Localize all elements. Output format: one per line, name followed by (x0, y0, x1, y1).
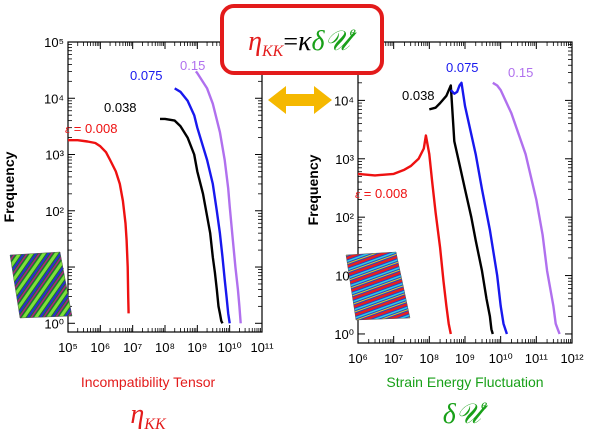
left-series-label-0.008: ε = 0.008 (65, 121, 118, 136)
right-x-tick-labels: 10⁶ 10⁷ 10⁸ 10⁹ 10¹⁰ 10¹¹ 10¹² (348, 351, 584, 366)
x-tick-label: 10⁷ (123, 340, 142, 355)
x-tick-label: 10⁶ (348, 351, 368, 366)
x-tick-label: 10⁸ (155, 340, 175, 355)
x-tick-label: 10¹² (560, 351, 584, 366)
double-headed-arrow-icon (268, 86, 332, 114)
right-y-axis-label: Frequency (305, 154, 321, 225)
series-line-0.008 (68, 138, 130, 314)
right-y-tick-labels: 10⁰10¹10²10³10⁴10⁵ (334, 35, 355, 342)
x-tick-label: 10⁹ (455, 351, 475, 366)
y-tick-label: 10² (335, 210, 354, 225)
x-tick-label: 10⁷ (384, 351, 403, 366)
right-series-label-0.008: ε = 0.008 (355, 186, 408, 201)
left-series-label-0.15: 0.15 (180, 58, 205, 73)
series-line-0.15 (492, 81, 561, 335)
left-plot-frame (67, 41, 263, 333)
x-tick-label: 10⁵ (58, 340, 78, 355)
left-panel: 10⁰10¹10²10³10⁴10⁵ 10⁵10⁶10⁷10⁸10⁹10¹⁰10… (1, 35, 274, 433)
y-tick-label: 10⁰ (44, 316, 64, 331)
left-x-axis-label: Incompatibility Tensor (81, 374, 216, 390)
series-line-0.075 (449, 81, 509, 335)
left-series-label-0.075: 0.075 (130, 68, 163, 83)
left-series-label-0.038: 0.038 (104, 100, 137, 115)
x-tick-label: 10⁹ (187, 340, 207, 355)
y-tick-label: 10³ (45, 148, 64, 163)
left-symbol-eta-kk: ηKK (130, 399, 167, 433)
right-inset-microstructure (345, 251, 411, 321)
equation-text: ηKK=κδ𝒰e (248, 25, 357, 60)
x-tick-label: 10¹⁰ (218, 340, 242, 355)
y-tick-label: 10⁰ (334, 327, 354, 342)
x-tick-label: 10¹⁰ (489, 351, 513, 366)
equation-box: ηKK=κδ𝒰e (220, 4, 384, 75)
x-tick-label: 10¹¹ (250, 340, 274, 355)
series-line-0.15 (194, 70, 242, 324)
y-tick-label: 10⁴ (334, 93, 354, 108)
left-series-lines (68, 70, 242, 324)
left-x-tick-labels: 10⁵ 10⁶ 10⁷ 10⁸ 10⁹ 10¹⁰ 10¹¹ (58, 340, 274, 355)
right-series-label-0.15: 0.15 (508, 65, 533, 80)
series-line-0.075 (174, 87, 231, 324)
left-inset-microstructure (9, 251, 73, 319)
right-series-lines (357, 81, 561, 335)
right-panel: 10⁰10¹10²10³10⁴10⁵ 10⁶10⁷10⁸10⁹10¹⁰10¹¹1… (305, 35, 584, 430)
y-tick-label: 10³ (335, 152, 354, 167)
x-tick-label: 10¹¹ (525, 351, 549, 366)
x-tick-label: 10⁶ (90, 340, 110, 355)
series-line-0.038 (160, 117, 224, 324)
right-series-label-0.038: 0.038 (402, 88, 435, 103)
y-tick-label: 10² (45, 204, 64, 219)
series-line-0.038 (428, 84, 494, 335)
right-series-label-0.075: 0.075 (446, 60, 479, 75)
left-y-axis-label: Frequency (1, 151, 17, 222)
y-tick-label: 10⁴ (44, 91, 64, 106)
y-tick-label: 10⁵ (44, 35, 64, 50)
right-x-axis-label: Strain Energy Fluctuation (386, 374, 543, 390)
series-line-0.008 (357, 134, 452, 335)
x-tick-label: 10⁸ (419, 351, 439, 366)
right-symbol-delta-u-e: δ𝒰e (443, 398, 489, 430)
